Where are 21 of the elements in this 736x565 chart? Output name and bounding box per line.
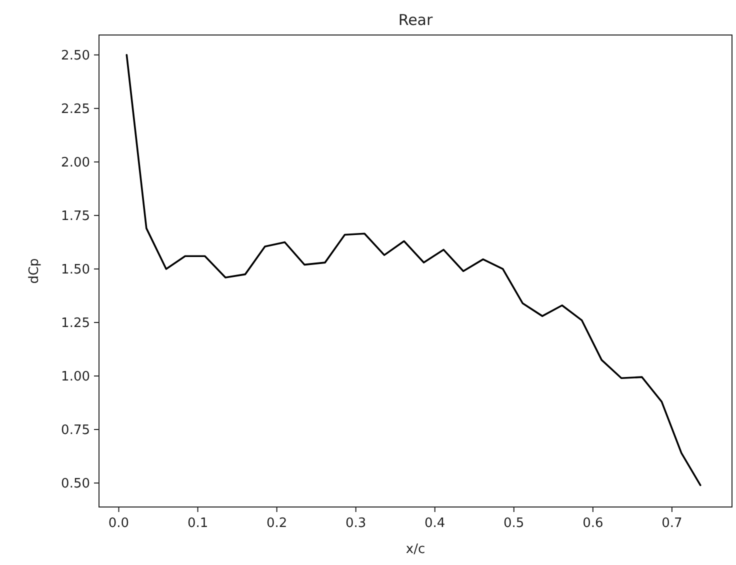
x-tick-label: 0.3 [345, 516, 366, 531]
x-tick-label: 0.1 [187, 516, 208, 531]
y-tick-label: 1.00 [61, 370, 90, 385]
line-series [126, 54, 702, 486]
y-tick-label: 2.00 [61, 155, 90, 170]
x-tick-label: 0.5 [504, 516, 524, 531]
x-tick-label: 0.4 [424, 516, 446, 531]
x-tick-label: 0.0 [108, 516, 130, 531]
x-tick-label: 0.6 [582, 516, 604, 531]
x-tick-label: 0.2 [266, 516, 288, 531]
y-tick-label: 2.25 [61, 102, 90, 117]
x-axis-title: x/c [406, 542, 426, 557]
y-tick-label: 2.50 [61, 48, 90, 64]
y-tick-label: 1.25 [61, 316, 90, 332]
y-tick-label: 0.50 [61, 476, 90, 492]
y-axis-title: dCp [27, 258, 42, 284]
y-tick-label: 1.75 [61, 209, 90, 224]
y-tick-label: 1.50 [61, 262, 90, 278]
y-tick-label: 0.75 [61, 423, 90, 438]
chart-title: Rear [398, 11, 434, 29]
x-tick-label: 0.7 [662, 516, 682, 531]
